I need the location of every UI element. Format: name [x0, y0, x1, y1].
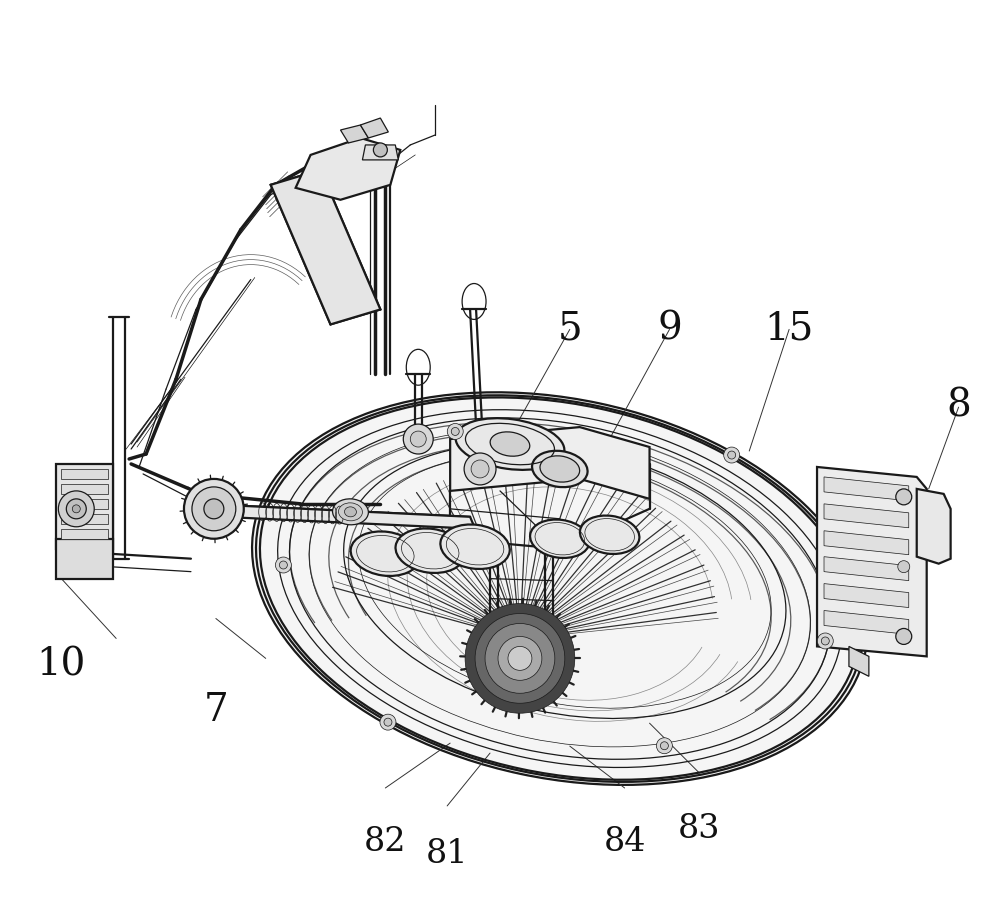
Ellipse shape [580, 516, 639, 555]
Circle shape [656, 738, 672, 754]
Circle shape [451, 428, 459, 436]
Circle shape [821, 638, 829, 645]
Polygon shape [360, 119, 388, 138]
Circle shape [660, 742, 668, 750]
Polygon shape [817, 467, 927, 657]
Circle shape [279, 561, 287, 569]
Ellipse shape [252, 393, 868, 785]
Polygon shape [61, 485, 108, 495]
Ellipse shape [339, 503, 362, 521]
Polygon shape [475, 654, 565, 670]
Circle shape [817, 633, 833, 650]
Circle shape [192, 487, 236, 531]
Circle shape [724, 447, 740, 464]
Text: 81: 81 [426, 837, 468, 869]
Text: 83: 83 [678, 812, 721, 844]
Circle shape [447, 424, 463, 440]
Circle shape [728, 452, 736, 459]
Ellipse shape [532, 451, 588, 487]
Ellipse shape [344, 507, 356, 517]
Polygon shape [824, 584, 909, 608]
Text: 10: 10 [37, 646, 86, 683]
Text: 82: 82 [364, 825, 407, 857]
Polygon shape [56, 539, 113, 579]
Circle shape [465, 604, 575, 713]
Polygon shape [362, 146, 398, 160]
Circle shape [471, 460, 489, 478]
Polygon shape [201, 505, 475, 529]
Polygon shape [824, 531, 909, 555]
Polygon shape [61, 529, 108, 539]
Polygon shape [917, 489, 951, 564]
Polygon shape [61, 469, 108, 479]
Text: 7: 7 [203, 691, 228, 728]
Text: 5: 5 [557, 310, 582, 347]
Text: 15: 15 [764, 310, 814, 347]
Circle shape [410, 432, 426, 447]
Polygon shape [271, 170, 380, 325]
Circle shape [373, 144, 387, 158]
Polygon shape [296, 138, 400, 200]
Circle shape [896, 629, 912, 645]
Circle shape [58, 491, 94, 527]
Text: 84: 84 [603, 825, 646, 857]
Circle shape [72, 506, 80, 513]
Polygon shape [61, 499, 108, 509]
Ellipse shape [333, 499, 368, 526]
Circle shape [898, 561, 910, 573]
Circle shape [403, 425, 433, 455]
Circle shape [485, 624, 555, 693]
Circle shape [275, 558, 291, 573]
Text: 8: 8 [946, 387, 971, 424]
Circle shape [380, 714, 396, 731]
Ellipse shape [540, 456, 580, 483]
Text: 9: 9 [657, 310, 682, 347]
Polygon shape [849, 647, 869, 677]
Polygon shape [61, 514, 108, 524]
Circle shape [204, 499, 224, 519]
Circle shape [896, 489, 912, 506]
Circle shape [384, 719, 392, 726]
Polygon shape [56, 465, 113, 549]
Polygon shape [475, 634, 565, 654]
Polygon shape [824, 505, 909, 528]
Ellipse shape [396, 529, 465, 573]
Polygon shape [340, 126, 368, 144]
Ellipse shape [440, 525, 510, 569]
Circle shape [184, 479, 244, 539]
Circle shape [508, 647, 532, 670]
Circle shape [498, 637, 542, 681]
Ellipse shape [351, 532, 420, 577]
Ellipse shape [490, 433, 530, 456]
Circle shape [464, 454, 496, 486]
Polygon shape [450, 427, 650, 499]
Circle shape [475, 614, 565, 703]
Polygon shape [824, 477, 909, 501]
Ellipse shape [456, 419, 564, 470]
Circle shape [66, 499, 86, 519]
Ellipse shape [530, 520, 590, 558]
Polygon shape [824, 558, 909, 581]
Polygon shape [824, 611, 909, 635]
